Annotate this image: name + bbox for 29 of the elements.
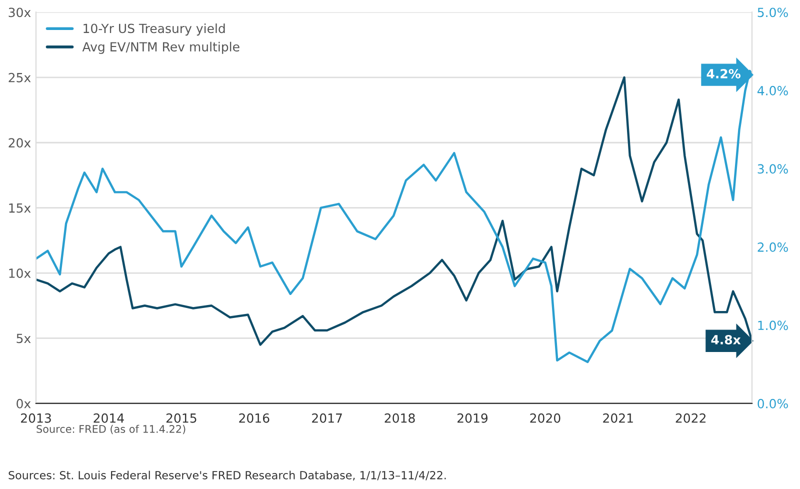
x-tick-label: 2015 [166,413,196,423]
x-tick-label: 2020 [530,413,560,423]
annotation: 4.2% [706,68,740,78]
legend-label: 10-Yr US Treasury yield [84,23,225,36]
source-note: Sources: St. Louis Federal Reserve's FRED Research Database, 1/1/13–11/4/22. [8,470,446,481]
y-tick-label: 0x [16,398,31,408]
legend-label: Avg EV/NTM Rev multiple [82,42,240,54]
x-tick-label: 2017 [312,413,342,423]
y-tick-label: 25x [8,72,31,82]
y-tick-label: 15x [9,203,31,213]
x-tick-label: 2014 [94,413,124,423]
y2-tick-label: 0.0% [758,398,788,408]
y2-tick-label: 4.0% [757,86,788,96]
y2-tick-label: 2.0% [758,242,788,252]
source-note: Source: FRED (as of 11.4.22) [36,424,186,434]
y-tick-label: 5x [16,334,31,344]
x-tick-label: 2013 [21,413,51,423]
x-tick-label: 2021 [603,413,633,423]
y-tick-label: 20x [8,138,31,148]
x-tick-label: 2016 [239,413,270,423]
x-tick-label: 2022 [676,413,706,423]
y2-tick-label: 5.0% [758,8,788,18]
x-tick-label: 2018 [384,413,415,423]
x-tick-label: 2019 [458,413,488,423]
y2-tick-label: 3.0% [758,164,788,174]
y-tick-label: 10x [9,268,31,278]
y2-tick-label: 1.0% [758,320,788,330]
annotation: 4.8x [711,335,741,344]
y-tick-label: 30x [8,8,31,18]
